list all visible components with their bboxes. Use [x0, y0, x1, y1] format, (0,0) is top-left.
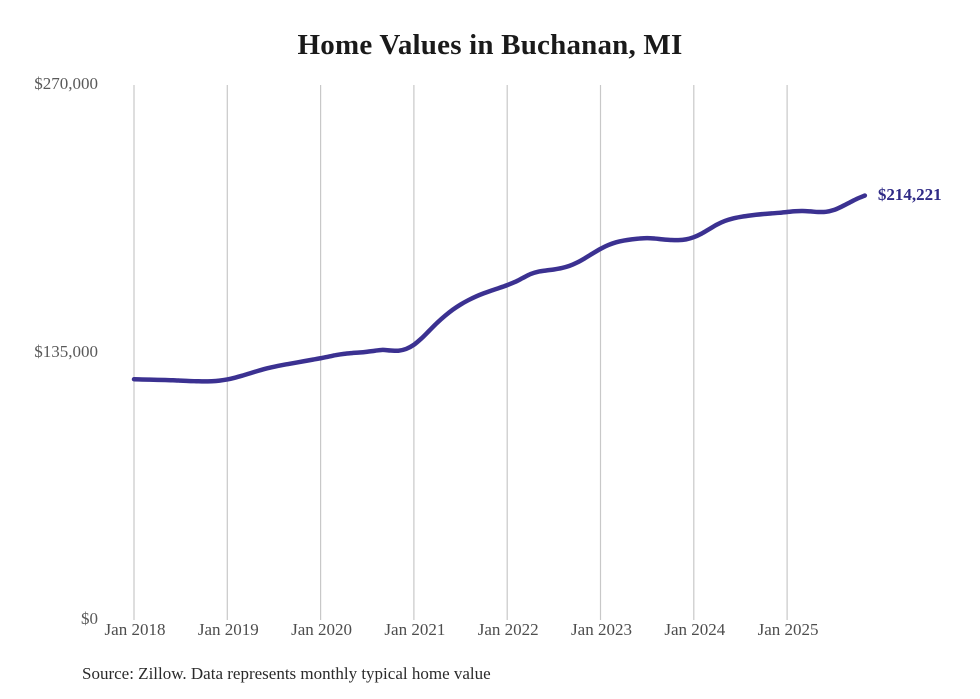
y-tick-label-0: $270,000 — [34, 74, 98, 93]
x-tick-label-jan-2024: Jan 2024 — [664, 620, 726, 639]
x-tick-label-jan-2019: Jan 2019 — [197, 620, 259, 639]
x-tick-label-jan-2021: Jan 2021 — [384, 620, 446, 639]
x-tick-label-jan-2025: Jan 2025 — [757, 620, 819, 639]
x-tick-label-jan-2020: Jan 2020 — [291, 620, 353, 639]
page-title: Home Values in Buchanan, MI — [297, 29, 683, 61]
series-line-typical-home-value — [131, 193, 868, 384]
y-tick-label-1: $135,000 — [34, 341, 98, 361]
y-tick-label-2: $0 — [81, 609, 98, 628]
gridlines — [133, 85, 788, 620]
x-tick-label-jan-2018: Jan 2018 — [104, 620, 166, 639]
x-tick-label-jan-2022: Jan 2022 — [477, 620, 539, 639]
end-value-annotation: $214,221 — [877, 184, 942, 204]
x-tick-label-jan-2023: Jan 2023 — [571, 620, 632, 639]
source-note: Source: Zillow. Data represents monthly … — [82, 664, 491, 683]
